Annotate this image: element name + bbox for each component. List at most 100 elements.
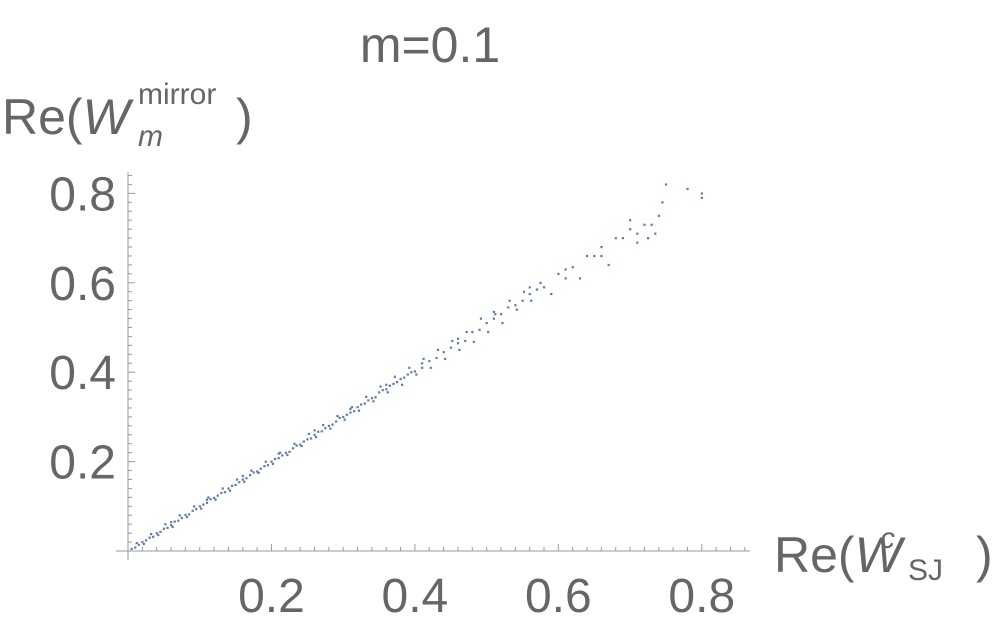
- data-point: [209, 498, 212, 501]
- data-point: [200, 507, 203, 510]
- data-point: [636, 241, 639, 244]
- data-point: [456, 337, 460, 340]
- data-point: [410, 371, 413, 374]
- data-point: [236, 478, 239, 481]
- data-point: [248, 474, 252, 477]
- data-point: [184, 513, 187, 516]
- data-point: [216, 494, 219, 497]
- data-point: [400, 383, 404, 386]
- data-point: [352, 410, 356, 413]
- data-point: [456, 342, 460, 345]
- data-point: [192, 505, 196, 508]
- data-point: [141, 541, 144, 544]
- data-point: [593, 254, 596, 258]
- x-axis-label-main: W: [855, 527, 907, 583]
- data-point: [564, 277, 567, 280]
- data-point: [700, 196, 703, 200]
- data-point: [360, 403, 363, 406]
- data-point: [392, 382, 395, 385]
- data-point: [395, 381, 399, 384]
- data-point: [313, 433, 316, 436]
- data-point: [288, 450, 291, 453]
- data-point: [295, 444, 298, 447]
- data-point: [494, 313, 497, 316]
- data-point: [259, 467, 262, 470]
- y-axis-label-suffix: ): [236, 89, 253, 145]
- data-point: [284, 451, 287, 454]
- data-point: [379, 385, 382, 388]
- data-point: [487, 330, 490, 334]
- x-axis-label: Re(W c SJ ): [774, 522, 993, 587]
- data-point: [231, 484, 234, 487]
- data-point: [530, 299, 533, 302]
- data-point: [274, 457, 277, 461]
- data-point: [472, 340, 475, 343]
- data-point: [422, 357, 425, 360]
- data-point: [664, 183, 668, 186]
- data-point: [464, 339, 467, 343]
- data-point: [148, 536, 151, 539]
- data-point: [492, 317, 495, 320]
- data-point: [252, 471, 255, 474]
- data-point: [327, 424, 331, 428]
- data-point: [329, 427, 332, 430]
- x-tick-label: 0.2: [238, 570, 305, 623]
- data-point: [266, 464, 270, 467]
- data-point: [378, 391, 381, 394]
- y-tick-label: 0.8: [49, 168, 116, 221]
- data-point: [180, 516, 183, 520]
- data-point: [508, 299, 511, 302]
- data-point: [458, 348, 461, 352]
- data-point: [614, 237, 617, 240]
- data-point: [286, 453, 289, 457]
- data-point: [564, 268, 567, 271]
- data-point: [636, 232, 639, 235]
- data-point: [471, 330, 474, 334]
- x-tick-label: 0.6: [525, 570, 592, 623]
- x-axis-label-prefix: Re(: [774, 527, 855, 583]
- data-point: [539, 281, 542, 284]
- data-point: [370, 397, 374, 400]
- data-point: [187, 513, 191, 516]
- data-point: [178, 514, 181, 517]
- x-axis-label-sub: SJ: [908, 554, 943, 587]
- data-point: [650, 223, 653, 226]
- x-tick-label: 0.8: [668, 570, 735, 623]
- data-point: [270, 460, 273, 463]
- data-point: [499, 313, 503, 316]
- data-point: [350, 406, 353, 409]
- data-point: [300, 444, 303, 448]
- data-point: [170, 524, 173, 527]
- data-point: [661, 201, 664, 204]
- data-point: [264, 460, 267, 463]
- data-point: [357, 409, 361, 412]
- data-point: [600, 246, 603, 249]
- svg-text:Re(W: Re(W: [774, 527, 907, 583]
- data-point: [338, 416, 341, 419]
- data-point: [343, 418, 346, 421]
- data-point: [521, 299, 524, 302]
- data-point: [385, 383, 388, 386]
- data-point: [227, 487, 230, 490]
- data-point: [166, 526, 169, 529]
- y-tick-label: 0.2: [49, 437, 116, 490]
- data-point: [388, 384, 391, 387]
- data-point: [403, 376, 406, 379]
- x-axis-label-suffix: ): [976, 527, 993, 583]
- data-point: [149, 533, 153, 536]
- data-point: [578, 277, 582, 280]
- data-point: [299, 443, 302, 446]
- data-point: [571, 266, 574, 269]
- data-point: [557, 272, 560, 276]
- data-point: [478, 328, 481, 331]
- data-point: [374, 396, 377, 399]
- data-point: [451, 339, 454, 343]
- data-point: [243, 480, 246, 483]
- data-point: [207, 496, 210, 499]
- data-point: [435, 356, 438, 360]
- data-point: [356, 406, 359, 409]
- chart-title: m=0.1: [360, 17, 500, 73]
- data-point: [485, 322, 488, 325]
- y-axis-label-sup: mirror: [138, 78, 216, 111]
- data-point: [643, 223, 646, 226]
